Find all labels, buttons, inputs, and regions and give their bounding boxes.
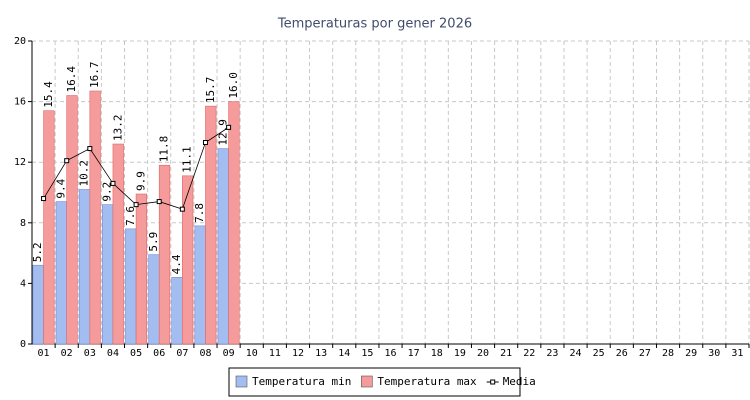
bar	[205, 105, 217, 345]
value-label: 16.4	[65, 66, 78, 93]
x-tick-label: 23	[546, 348, 558, 359]
x-tick-label: 24	[570, 348, 582, 359]
bar	[182, 175, 194, 345]
x-tick-label: 11	[269, 348, 281, 359]
value-label: 12.9	[216, 119, 229, 146]
legend-swatch	[361, 375, 373, 388]
bar	[102, 204, 114, 345]
x-tick-label: 09	[223, 348, 235, 359]
x-tick-label: 06	[153, 348, 165, 359]
x-tick-label: 19	[454, 348, 466, 359]
bar	[78, 189, 91, 345]
bar	[158, 164, 171, 345]
x-tick-label: 10	[246, 348, 258, 359]
legend-swatch	[235, 375, 248, 388]
bar	[89, 90, 101, 345]
bar	[66, 95, 78, 345]
x-tick-label: 12	[292, 348, 304, 359]
x-tick-label: 31	[731, 348, 743, 359]
x-tick-label: 03	[84, 348, 96, 359]
value-label: 9.2	[101, 182, 114, 202]
point	[226, 124, 232, 130]
y-tick-label: 0	[20, 339, 26, 350]
legend-label: Temperatura max	[377, 375, 477, 388]
value-label: 15.4	[42, 81, 55, 108]
value-label: 5.9	[147, 232, 160, 252]
legend-box	[228, 367, 521, 397]
value-label: 9.9	[134, 171, 147, 191]
point	[110, 180, 116, 186]
value-label: 4.4	[170, 254, 183, 274]
x-tick-label: 05	[130, 348, 142, 359]
point	[87, 146, 93, 152]
x-tick-label: 14	[338, 348, 350, 359]
point	[133, 202, 139, 208]
x-tick-label: 15	[361, 348, 373, 359]
bar	[32, 264, 44, 345]
bar	[171, 277, 183, 345]
point	[156, 199, 162, 205]
x-tick-label: 01	[38, 348, 50, 359]
x-tick-label: 18	[431, 348, 443, 359]
chart-title: Temperaturas por gener 2026	[277, 17, 472, 32]
value-label: 16.0	[227, 72, 240, 99]
point	[202, 140, 208, 146]
x-tick-label: 29	[685, 348, 697, 359]
x-tick-label: 25	[593, 348, 605, 359]
value-label: 15.7	[204, 77, 217, 104]
x-tick-label: 16	[384, 348, 396, 359]
bar	[135, 193, 148, 345]
value-label: 16.7	[88, 61, 101, 88]
x-tick-label: 27	[639, 348, 651, 359]
x-tick-label: 28	[662, 348, 674, 359]
x-tick-label: 04	[107, 348, 119, 359]
bar	[148, 254, 160, 345]
value-label: 7.6	[124, 206, 137, 226]
point	[64, 158, 70, 164]
bar	[194, 225, 206, 345]
x-tick-label: 22	[523, 348, 535, 359]
value-label: 13.2	[111, 115, 124, 142]
x-tick-label: 07	[176, 348, 188, 359]
bar	[217, 148, 229, 345]
y-tick-label: 12	[14, 157, 26, 168]
y-tick-label: 20	[14, 36, 26, 47]
x-tick-label: 20	[477, 348, 489, 359]
x-tick-label: 26	[616, 348, 628, 359]
value-label: 10.2	[78, 160, 91, 187]
x-tick-label: 02	[61, 348, 73, 359]
bar	[112, 143, 124, 345]
legend-label: Temperatura min	[252, 375, 351, 388]
x-tick-label: 21	[500, 348, 512, 359]
value-label: 9.4	[54, 178, 67, 198]
legend-label: Media	[503, 375, 536, 388]
y-tick-label: 8	[20, 218, 26, 229]
bar	[55, 201, 67, 345]
value-label: 7.8	[193, 203, 206, 223]
bar	[228, 101, 240, 345]
x-tick-label: 30	[708, 348, 720, 359]
y-tick-label: 16	[14, 97, 26, 108]
value-label: 11.8	[158, 136, 171, 163]
legend-marker	[490, 379, 496, 385]
bar	[125, 228, 137, 345]
value-label: 11.1	[181, 146, 194, 173]
x-tick-label: 13	[315, 348, 327, 359]
bar	[43, 110, 55, 345]
point	[179, 206, 185, 212]
y-tick-label: 4	[20, 278, 26, 289]
value-label: 5.2	[31, 242, 44, 262]
x-tick-label: 08	[199, 348, 211, 359]
point	[41, 196, 47, 202]
x-tick-label: 17	[408, 348, 420, 359]
